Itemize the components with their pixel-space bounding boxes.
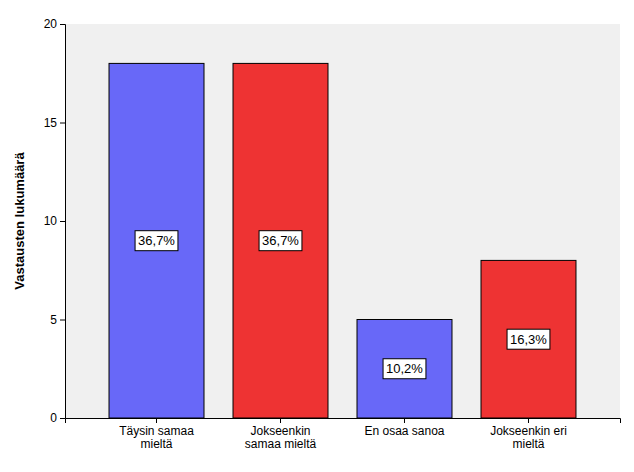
bar <box>357 320 452 419</box>
y-tick: 20 <box>44 17 65 31</box>
data-label-text: 16,3% <box>510 332 547 347</box>
data-label-text: 36,7% <box>262 233 299 248</box>
data-label: 10,2% <box>383 359 426 379</box>
y-tick: 5 <box>50 313 65 327</box>
x-tick-label-line: Jokseenkin eri <box>490 424 567 438</box>
y-tick-mark <box>60 24 65 25</box>
x-tick-label: Jokseenkinsamaa mieltä <box>245 424 317 451</box>
x-tick: Jokseenkin erimieltä <box>490 418 567 451</box>
y-tick-mark <box>60 320 65 321</box>
plot-background <box>65 24 620 418</box>
x-tick: En osaa sanoa <box>364 418 444 438</box>
x-tick-label: Täysin samaamieltä <box>119 424 194 451</box>
x-axis: Täysin samaamieltäJokseenkinsamaa mieltä… <box>66 418 621 451</box>
data-label-box <box>383 359 426 379</box>
x-tick: Täysin samaamieltä <box>119 418 194 451</box>
x-tick-mark <box>280 418 281 423</box>
data-labels: 36,7% 36,7% 10,2% 16,3% <box>135 231 550 379</box>
y-tick: 15 <box>44 116 65 130</box>
x-tick-label: En osaa sanoa <box>364 424 444 438</box>
bar <box>109 63 204 418</box>
data-label: 36,7% <box>135 231 178 251</box>
y-tick-label: 20 <box>44 17 58 31</box>
x-axis-line <box>66 419 621 424</box>
y-tick-label: 0 <box>50 411 57 425</box>
x-tick-label: Jokseenkin erimieltä <box>490 424 567 451</box>
y-tick: 0 <box>50 411 65 425</box>
bar <box>233 63 328 418</box>
bars <box>109 63 576 418</box>
data-label-text: 36,7% <box>138 233 175 248</box>
x-tick-label-line: mieltä <box>141 437 173 451</box>
bar <box>481 260 576 418</box>
y-tick-mark <box>60 418 65 419</box>
y-tick-label: 5 <box>50 313 57 327</box>
x-tick: Jokseenkinsamaa mieltä <box>245 418 317 451</box>
y-tick-mark <box>60 123 65 124</box>
y-axis-title: Vastausten lukumäärä <box>12 152 27 290</box>
data-label-box <box>135 231 178 251</box>
x-tick-mark <box>156 418 157 423</box>
y-tick-label: 10 <box>44 214 58 228</box>
data-label: 36,7% <box>259 231 302 251</box>
y-tick-mark <box>60 221 65 222</box>
x-tick-label-line: Täysin samaa <box>119 424 194 438</box>
data-label-text: 10,2% <box>386 361 423 376</box>
y-axis-line <box>60 25 66 419</box>
x-tick-label-line: Jokseenkin <box>250 424 310 438</box>
x-tick-mark <box>528 418 529 423</box>
x-tick-mark <box>404 418 405 423</box>
y-axis: 0 5 10 15 20 <box>44 17 66 425</box>
data-label-box <box>259 231 302 251</box>
data-label: 16,3% <box>507 329 550 349</box>
x-tick-label-line: mieltä <box>512 437 544 451</box>
x-tick-label-line: En osaa sanoa <box>364 424 444 438</box>
y-tick-label: 15 <box>44 116 58 130</box>
chart: 05101520Täysin samaamieltäJokseenkinsama… <box>0 0 634 472</box>
data-label-box <box>507 329 550 349</box>
x-tick-label-line: samaa mieltä <box>245 437 317 451</box>
y-tick: 10 <box>44 214 65 228</box>
